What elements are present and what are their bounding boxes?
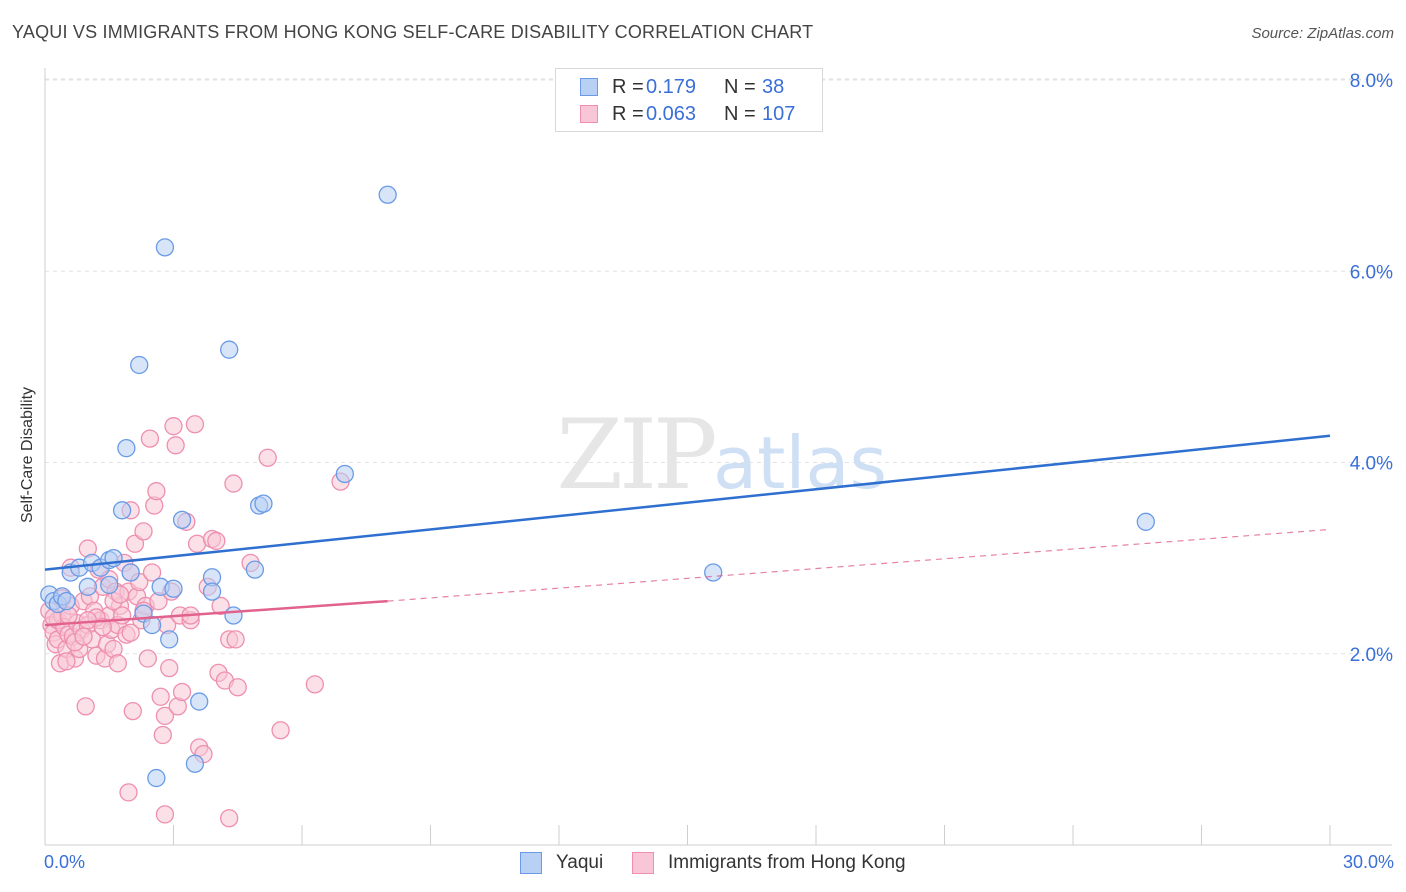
point-hong-kong bbox=[134, 522, 153, 541]
x-tick-label-max: 30.0% bbox=[1342, 852, 1394, 872]
point-yaqui bbox=[335, 464, 354, 484]
y-tick-label: 8.0% bbox=[1350, 71, 1393, 92]
point-hong-kong bbox=[207, 531, 226, 551]
point-hong-kong bbox=[153, 725, 172, 745]
point-yaqui bbox=[121, 563, 140, 582]
point-hong-kong bbox=[220, 809, 239, 828]
point-hong-kong bbox=[305, 675, 325, 694]
point-yaqui bbox=[172, 510, 192, 530]
y-axis-label: Self-Care Disability bbox=[19, 386, 36, 524]
point-hong-kong bbox=[211, 596, 230, 616]
legend-n-value: 38 bbox=[762, 75, 785, 98]
point-hong-kong bbox=[258, 448, 277, 467]
point-hong-kong bbox=[271, 721, 290, 740]
point-hong-kong bbox=[74, 627, 93, 646]
y-tick-labels: 2.0% 4.0% 6.0% 8.0% bbox=[1350, 71, 1393, 666]
point-hong-kong bbox=[155, 805, 175, 824]
legend-n-value: 107 bbox=[762, 102, 796, 125]
source-label: Source: ZipAtlas.com bbox=[1251, 25, 1394, 42]
point-hong-kong bbox=[142, 563, 162, 582]
legend-r-value: 0.063 bbox=[646, 102, 697, 125]
point-yaqui bbox=[147, 768, 166, 788]
yaqui-swatch bbox=[520, 852, 542, 874]
legend-row-hong-kong: R = 0.063 N = 107 bbox=[580, 102, 795, 126]
legend-n-label: N = bbox=[724, 102, 756, 125]
legend-label-hong-kong: Immigrants from Hong Kong bbox=[668, 852, 906, 873]
point-yaqui bbox=[224, 606, 243, 625]
point-yaqui bbox=[1136, 512, 1155, 531]
point-yaqui bbox=[117, 439, 136, 458]
y-tick-label: 6.0% bbox=[1350, 262, 1393, 283]
axes bbox=[44, 68, 1392, 846]
legend-label-yaqui: Yaqui bbox=[556, 852, 604, 873]
point-hong-kong bbox=[125, 534, 145, 553]
point-hong-kong bbox=[172, 682, 192, 702]
chart-title: YAQUI VS IMMIGRANTS FROM HONG KONG SELF-… bbox=[12, 22, 814, 42]
point-hong-kong bbox=[119, 783, 138, 802]
point-hong-kong bbox=[185, 415, 205, 434]
trend-line-hong-kong bbox=[44, 599, 388, 627]
point-yaqui bbox=[100, 575, 119, 595]
point-yaqui bbox=[220, 340, 239, 359]
legend-row-yaqui: R = 0.179 N = 38 bbox=[580, 75, 784, 99]
watermark-atlas: atlas bbox=[713, 421, 887, 505]
point-hong-kong bbox=[166, 436, 185, 455]
watermark-zip: ZIP bbox=[556, 399, 715, 511]
y-tick-label: 4.0% bbox=[1350, 454, 1393, 475]
point-hong-kong bbox=[228, 678, 247, 697]
point-yaqui bbox=[185, 754, 205, 773]
point-yaqui bbox=[254, 494, 273, 513]
point-hong-kong bbox=[121, 623, 140, 642]
point-yaqui bbox=[378, 185, 397, 204]
legend-series: Yaqui Immigrants from Hong Kong bbox=[0, 852, 1406, 878]
trend-line-yaqui bbox=[44, 434, 1331, 571]
point-yaqui bbox=[78, 577, 97, 596]
point-hong-kong bbox=[151, 687, 170, 706]
point-yaqui bbox=[155, 238, 175, 257]
y-tick-label: 2.0% bbox=[1350, 645, 1393, 666]
legend-n-label: N = bbox=[724, 75, 756, 98]
point-hong-kong bbox=[224, 474, 243, 493]
trend-line-hong-kong-extension bbox=[387, 528, 1331, 602]
point-hong-kong bbox=[140, 429, 160, 448]
point-yaqui bbox=[190, 692, 209, 711]
series-yaqui bbox=[40, 185, 1155, 788]
point-hong-kong bbox=[147, 482, 166, 501]
legend-stats: R = 0.179 N = 38 R = 0.063 N = 107 bbox=[555, 68, 823, 132]
point-hong-kong bbox=[164, 417, 183, 436]
legend-r-value: 0.179 bbox=[646, 75, 697, 98]
legend-r-label: R = bbox=[612, 75, 644, 98]
legend-r-label: R = bbox=[612, 102, 644, 125]
point-hong-kong bbox=[76, 697, 95, 716]
point-hong-kong bbox=[57, 652, 76, 671]
trend-lines bbox=[44, 434, 1331, 627]
point-hong-kong bbox=[93, 617, 112, 637]
x-tick-label-min: 0.0% bbox=[44, 852, 86, 872]
point-yaqui bbox=[57, 592, 76, 611]
point-hong-kong bbox=[123, 701, 142, 721]
legend-item-hong-kong[interactable]: Immigrants from Hong Kong bbox=[632, 852, 906, 874]
point-yaqui bbox=[160, 630, 179, 649]
watermark: ZIP atlas bbox=[556, 399, 887, 511]
legend-item-yaqui[interactable]: Yaqui bbox=[520, 852, 603, 874]
point-hong-kong bbox=[108, 654, 127, 673]
point-yaqui bbox=[130, 355, 149, 375]
yaqui-swatch bbox=[580, 78, 598, 96]
point-yaqui bbox=[164, 579, 183, 598]
point-hong-kong bbox=[138, 649, 157, 668]
point-yaqui bbox=[112, 501, 132, 520]
point-yaqui bbox=[202, 582, 222, 601]
point-hong-kong bbox=[160, 658, 179, 678]
hong-kong-swatch bbox=[580, 105, 598, 123]
hong-kong-swatch bbox=[632, 852, 654, 874]
point-hong-kong bbox=[226, 630, 245, 649]
point-yaqui bbox=[704, 563, 723, 582]
point-yaqui bbox=[245, 560, 265, 579]
point-hong-kong bbox=[155, 706, 175, 726]
